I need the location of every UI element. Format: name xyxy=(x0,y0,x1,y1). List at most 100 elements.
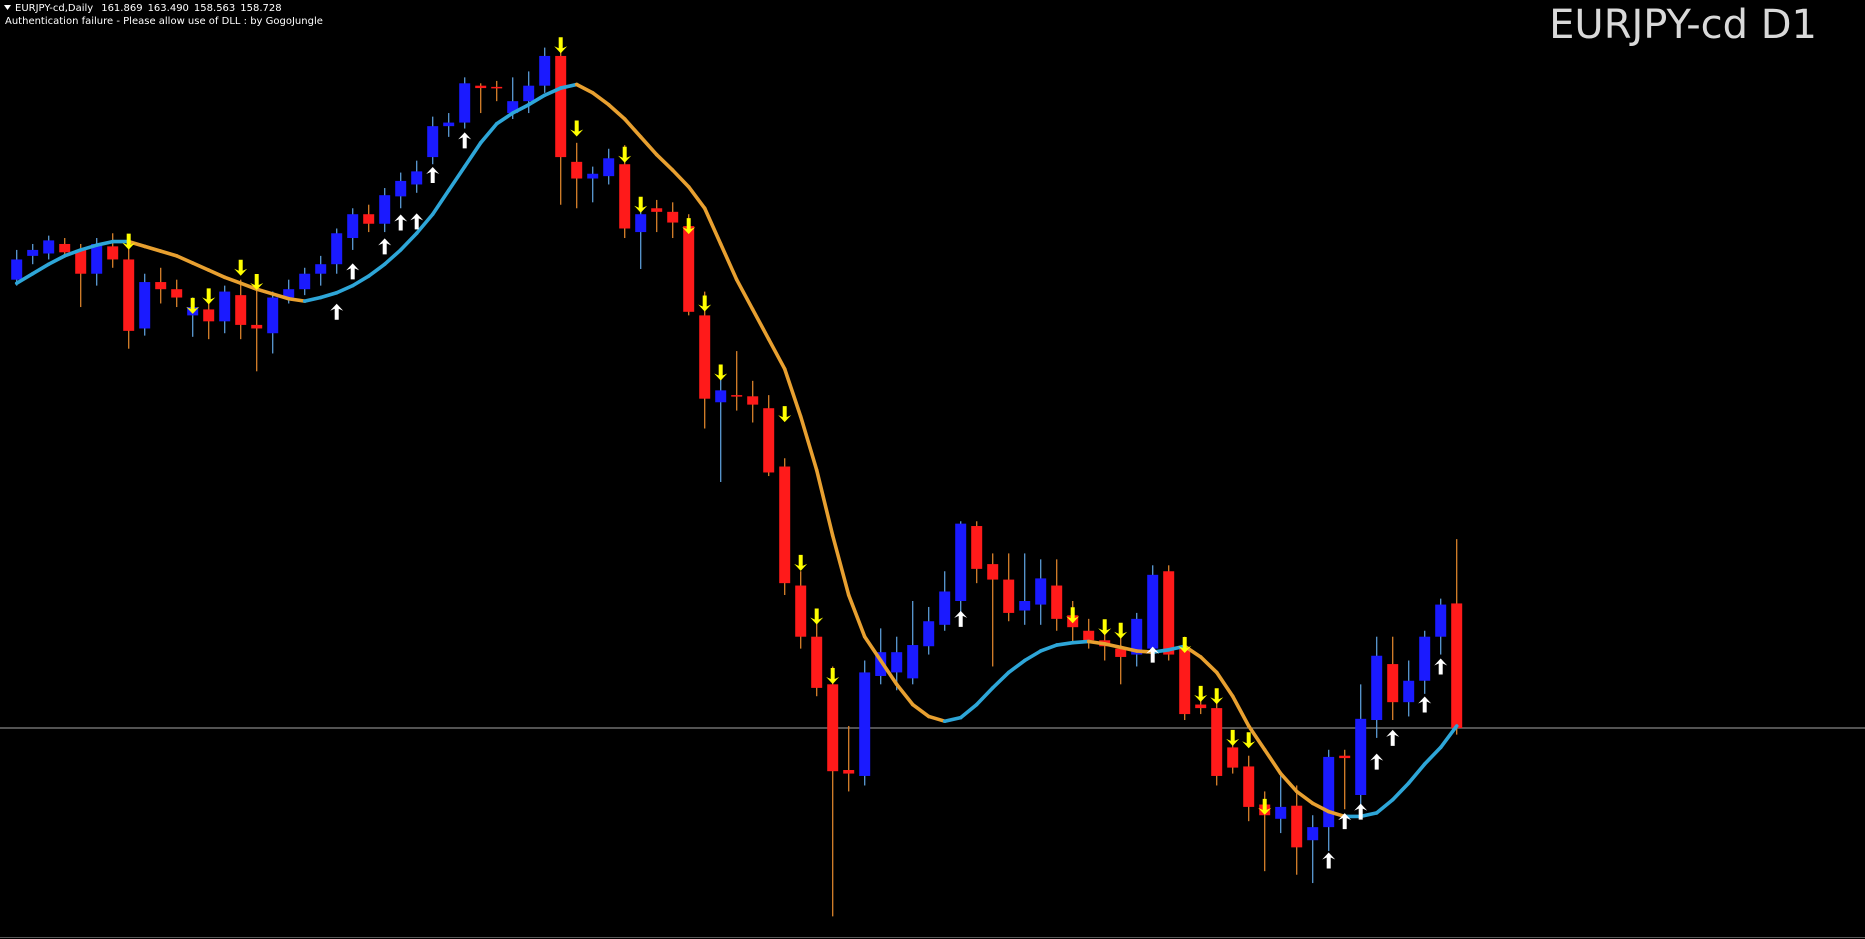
sell-arrow xyxy=(202,288,216,305)
buy-arrow xyxy=(410,213,424,230)
candle-body xyxy=(507,101,519,114)
moving-average-segment xyxy=(1086,639,1107,646)
candle-body xyxy=(571,161,583,179)
buy-arrow xyxy=(1338,813,1352,830)
candle-body xyxy=(587,173,599,179)
moving-average-segment xyxy=(942,715,963,724)
moving-average-segment xyxy=(254,287,275,296)
candle-body xyxy=(139,282,151,329)
moving-average-segment xyxy=(878,658,899,687)
candle-body xyxy=(267,297,279,334)
chart-title: EURJPY-cd D1 xyxy=(1549,2,1817,48)
symbol: EURJPY-cd,Daily xyxy=(15,3,93,14)
candle-body xyxy=(843,770,855,774)
sell-arrow xyxy=(1194,685,1208,702)
moving-average-segment xyxy=(190,261,211,272)
candle-body xyxy=(123,259,135,331)
candle-body xyxy=(283,289,295,298)
sell-arrow xyxy=(186,297,200,314)
candle-body xyxy=(1387,664,1399,703)
moving-average-segment xyxy=(1374,797,1395,815)
moving-average-segment xyxy=(238,281,259,291)
moving-average-segment xyxy=(638,135,659,157)
candle-body xyxy=(859,672,871,776)
moving-average-segment xyxy=(542,86,563,98)
buy-arrow xyxy=(1370,753,1384,770)
candle-body xyxy=(1211,708,1223,776)
moving-average-segment xyxy=(894,682,915,707)
candle-body xyxy=(91,243,103,274)
moving-average-segment xyxy=(446,164,467,193)
candle-body xyxy=(1323,756,1335,828)
candle-body xyxy=(443,122,455,127)
candle-body xyxy=(1115,648,1127,657)
candle-body xyxy=(651,208,663,212)
candle-body xyxy=(619,164,631,229)
moving-average-segment xyxy=(670,168,691,189)
moving-average-segment xyxy=(1326,809,1347,819)
moving-average-segment xyxy=(46,254,67,267)
moving-average-segment xyxy=(718,242,739,282)
candle-body xyxy=(1051,585,1063,619)
moving-average-segment xyxy=(1118,645,1139,653)
moving-average-segment xyxy=(414,212,435,236)
buy-arrow xyxy=(330,303,344,320)
sell-arrow xyxy=(778,406,792,423)
moving-average-segment xyxy=(174,254,195,265)
candle-body xyxy=(971,526,983,569)
moving-average-segment xyxy=(910,702,931,719)
moving-average-segment xyxy=(782,367,803,419)
candle-body xyxy=(363,214,375,224)
moving-average-segment xyxy=(382,248,403,267)
candle-body xyxy=(683,226,695,312)
candle-body xyxy=(379,195,391,224)
buy-arrow xyxy=(426,166,440,183)
buy-arrow xyxy=(1434,658,1448,675)
open-label: 161.869 xyxy=(101,3,142,14)
candle-body xyxy=(459,83,471,123)
candle-body xyxy=(523,85,535,102)
candle-body xyxy=(1371,655,1383,721)
sell-arrow xyxy=(618,146,632,163)
candle-body xyxy=(1179,648,1191,715)
candle-body xyxy=(203,309,215,322)
moving-average-segment xyxy=(526,93,547,107)
sell-arrow xyxy=(826,667,840,684)
candle-body xyxy=(1451,603,1463,729)
candle-body xyxy=(955,523,967,602)
moving-average-segment xyxy=(366,262,387,278)
candle-body xyxy=(331,233,343,265)
moving-average-segment xyxy=(302,295,323,303)
candle-body xyxy=(75,249,87,274)
buy-arrow xyxy=(458,132,472,149)
moving-average-segment xyxy=(734,277,755,312)
buy-arrow xyxy=(378,238,392,255)
dropdown-icon[interactable] xyxy=(4,5,11,10)
sell-arrow xyxy=(570,120,584,137)
candle-body xyxy=(779,466,791,584)
buy-arrow xyxy=(394,214,408,231)
candle-body xyxy=(907,645,919,679)
candle-body xyxy=(539,55,551,86)
moving-average-segment xyxy=(606,102,627,121)
close-label: 158.728 xyxy=(240,3,281,14)
moving-average-segment xyxy=(1006,658,1027,675)
moving-average-segment xyxy=(1134,649,1155,654)
candle-body xyxy=(923,621,935,647)
moving-average-segment xyxy=(1390,781,1411,802)
sell-arrow xyxy=(1226,729,1240,746)
candle-body xyxy=(251,324,263,329)
candle-body xyxy=(875,652,887,676)
candle-body xyxy=(1403,680,1415,703)
candle-body xyxy=(475,85,487,89)
moving-average-segment xyxy=(1294,789,1315,806)
moving-average-segment xyxy=(1022,649,1043,663)
moving-average-segment xyxy=(222,275,243,286)
moving-average-segment xyxy=(702,206,723,246)
buy-arrow xyxy=(1386,729,1400,746)
moving-average-segment xyxy=(1038,643,1059,653)
moving-average-segment xyxy=(430,188,451,217)
candle-body xyxy=(1083,630,1095,641)
